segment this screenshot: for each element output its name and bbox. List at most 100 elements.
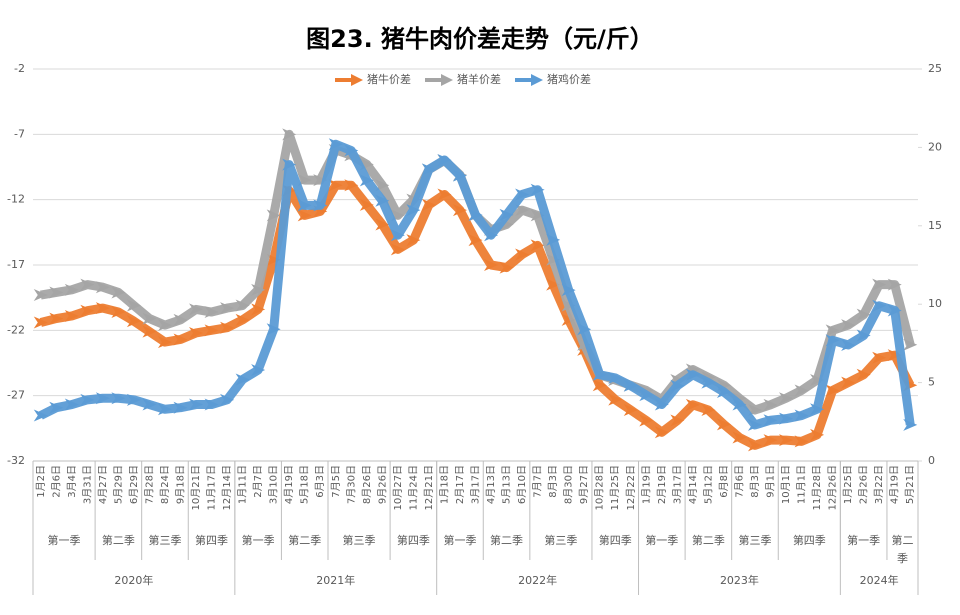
point-marker xyxy=(235,313,250,326)
years-label: 2022年 xyxy=(518,573,557,587)
quarters-label: 第四季 xyxy=(397,533,430,547)
point-marker xyxy=(375,179,390,192)
point-marker xyxy=(685,368,700,381)
quarters-label: 第三季 xyxy=(738,533,771,547)
years-label: 2021年 xyxy=(316,573,355,587)
point-marker xyxy=(654,426,669,439)
point-marker xyxy=(204,306,219,319)
point-marker xyxy=(282,158,297,171)
x-tick-label: 8月30日 xyxy=(563,465,575,504)
point-marker xyxy=(592,379,607,392)
legend-arrow xyxy=(351,74,363,86)
x-tick-label: 6月10日 xyxy=(516,465,528,504)
quarters-label: 第二季 xyxy=(288,533,321,547)
point-marker xyxy=(639,389,654,402)
point-marker xyxy=(779,392,794,405)
point-marker xyxy=(251,283,266,296)
point-marker xyxy=(561,284,576,297)
quarters-label: 第二季 xyxy=(891,533,913,565)
point-marker xyxy=(515,248,530,261)
point-marker xyxy=(80,393,95,406)
point-marker xyxy=(157,403,172,416)
point-marker xyxy=(297,209,312,222)
point-marker xyxy=(825,384,840,397)
point-marker xyxy=(779,434,794,447)
point-marker xyxy=(421,198,436,211)
point-marker xyxy=(794,409,809,422)
y2-tick-label: 0 xyxy=(928,454,935,467)
point-marker xyxy=(80,278,95,291)
x-tick-label: 3月31日 xyxy=(81,465,93,504)
point-marker xyxy=(220,321,235,334)
x-tick-label: 4月13日 xyxy=(485,465,497,504)
point-marker xyxy=(484,229,499,242)
point-marker xyxy=(375,218,390,231)
point-marker xyxy=(235,373,250,386)
point-marker xyxy=(452,204,467,217)
quarters-label: 第二季 xyxy=(490,533,523,547)
quarters-label: 第三季 xyxy=(343,533,376,547)
x-tick-label: 1月25日 xyxy=(842,465,854,504)
point-marker xyxy=(126,299,141,312)
point-marker xyxy=(251,364,266,377)
point-marker xyxy=(313,199,328,212)
point-marker xyxy=(173,313,188,326)
point-marker xyxy=(872,278,887,291)
years-label: 2020年 xyxy=(114,573,153,587)
series-line xyxy=(38,139,915,430)
x-tick-label: 8月3日 xyxy=(749,465,761,498)
point-marker xyxy=(313,174,328,187)
quarters-label: 第四季 xyxy=(793,533,826,547)
point-marker xyxy=(530,239,545,252)
point-marker xyxy=(732,398,747,411)
point-marker xyxy=(561,299,576,312)
point-marker xyxy=(33,409,48,422)
point-marker xyxy=(825,324,840,337)
x-tick-label: 11月28日 xyxy=(811,465,823,510)
point-marker xyxy=(49,312,64,325)
point-marker xyxy=(639,414,654,427)
point-marker xyxy=(701,376,716,389)
point-marker xyxy=(530,209,545,222)
point-marker xyxy=(157,319,172,332)
point-marker xyxy=(452,169,467,182)
series-line xyxy=(40,129,915,415)
point-marker xyxy=(344,179,359,192)
point-marker xyxy=(437,153,452,166)
point-marker xyxy=(716,386,731,399)
y2-tick-label: 5 xyxy=(928,376,935,389)
point-marker xyxy=(763,434,778,447)
point-marker xyxy=(421,163,436,176)
x-tick-label: 11月1日 xyxy=(796,465,808,504)
y2-tick-label: 25 xyxy=(928,62,942,75)
point-marker xyxy=(189,326,204,339)
x-tick-label: 7月28日 xyxy=(143,465,155,504)
y-tick-label: -7 xyxy=(14,127,25,140)
point-marker xyxy=(546,253,561,266)
point-marker xyxy=(297,174,312,187)
y2-tick-label: 15 xyxy=(928,219,942,232)
point-marker xyxy=(297,199,312,212)
point-marker xyxy=(235,299,250,312)
x-tick-label: 2月19日 xyxy=(656,465,668,504)
x-tick-label: 7月7日 xyxy=(532,465,544,498)
point-marker xyxy=(220,393,235,406)
point-marker xyxy=(608,371,623,384)
x-tick-label: 2月6日 xyxy=(50,465,62,498)
point-marker xyxy=(251,303,266,316)
point-marker xyxy=(328,179,343,192)
point-marker xyxy=(468,234,483,247)
y-tick-label: -2 xyxy=(14,62,25,75)
point-marker xyxy=(763,398,778,411)
x-tick-label: 3月17日 xyxy=(470,465,482,504)
point-marker xyxy=(344,144,359,157)
x-tick-label: 1月19日 xyxy=(640,465,652,504)
point-marker xyxy=(856,329,871,342)
point-marker xyxy=(608,393,623,406)
point-marker xyxy=(499,261,514,274)
point-marker xyxy=(204,398,219,411)
point-marker xyxy=(872,299,887,312)
x-tick-label: 5月29日 xyxy=(112,465,124,504)
point-marker xyxy=(111,392,126,405)
x-tick-label: 8月26日 xyxy=(361,465,373,504)
